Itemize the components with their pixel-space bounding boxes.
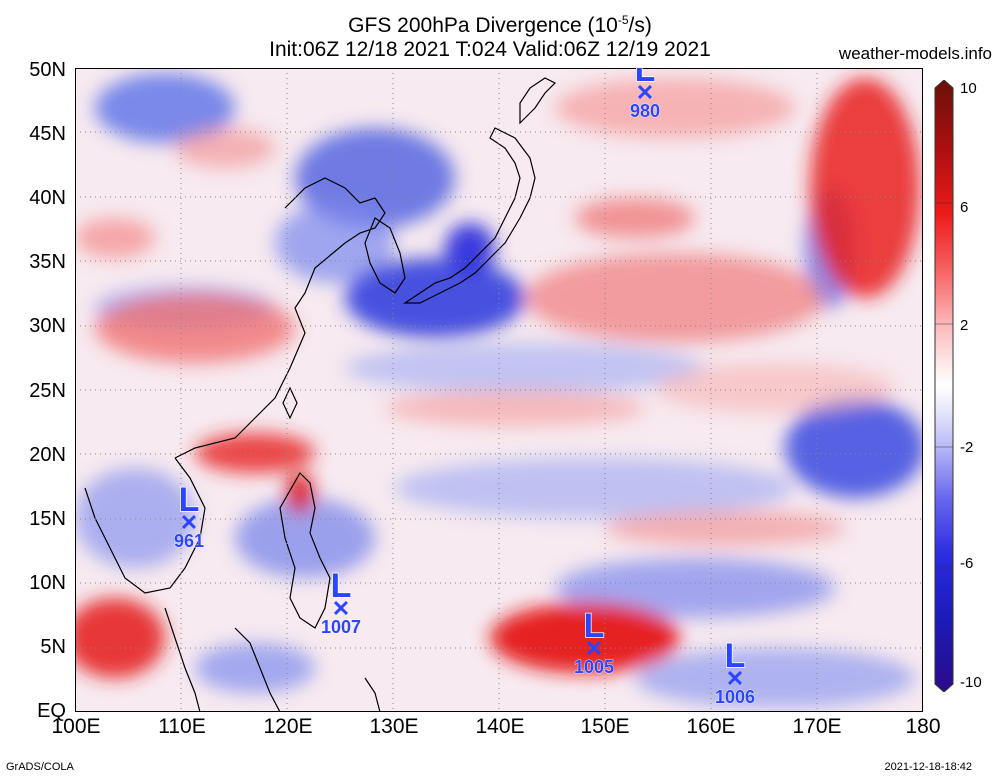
lat-label: 15N	[29, 508, 66, 530]
lat-label: 25N	[29, 380, 66, 402]
low-center-icon: ✕	[331, 596, 351, 621]
coastlines	[84, 77, 557, 712]
lon-label: 110E	[158, 715, 206, 738]
lon-label: 130E	[369, 715, 419, 738]
lat-label: 5N	[40, 636, 66, 658]
lat-label: 45N	[29, 123, 66, 145]
colorbar-label: -6	[960, 555, 974, 572]
colorbar-label: -2	[960, 439, 974, 456]
lon-label: 100E	[51, 715, 101, 738]
colorbar-label: -10	[960, 674, 982, 691]
lon-label: 140E	[475, 715, 525, 738]
lat-label: 50N	[29, 59, 66, 81]
lon-label: 160E	[686, 715, 736, 738]
footer-timestamp: 2021-12-18-18:42	[884, 761, 972, 773]
colorbar-label: 2	[960, 317, 969, 334]
colorbar-label: 10	[960, 80, 977, 97]
low-center-icon: ✕	[635, 80, 655, 105]
site-label: weather-models.info	[838, 44, 992, 63]
lat-label: EQ	[37, 700, 66, 722]
low-pressure-marker: L ✕ 1006	[707, 638, 763, 706]
low-pressure-marker: L ✕ 1005	[566, 608, 622, 676]
lat-label: 40N	[29, 187, 66, 209]
map-subtitle: Init:06Z 12/18 2021 T:024 Valid:06Z 12/1…	[269, 38, 711, 61]
divergence-map: L ✕ 980 L ✕ 961 L ✕ 1007 L ✕ 1005 L ✕ 1006	[75, 68, 923, 712]
lat-label: 10N	[29, 572, 66, 594]
low-pressure-marker: L ✕ 961	[167, 482, 211, 550]
lon-label: 180	[905, 715, 941, 738]
low-pressure-marker: L ✕ 980	[623, 68, 667, 120]
low-center-icon: ✕	[725, 666, 745, 691]
colorbar	[934, 80, 954, 692]
lat-label: 20N	[29, 444, 66, 466]
footer-source: GrADS/COLA	[6, 761, 74, 773]
lon-label: 150E	[580, 715, 630, 738]
low-center-icon: ✕	[584, 636, 604, 661]
lat-label: 30N	[29, 315, 66, 337]
divergence-field	[75, 73, 923, 708]
lon-label: 120E	[263, 715, 313, 738]
low-center-icon: ✕	[179, 510, 199, 535]
lon-label: 170E	[792, 715, 842, 738]
lat-label: 35N	[29, 251, 66, 273]
map-title: GFS 200hPa Divergence (10-5/s)	[348, 13, 652, 37]
colorbar-label: 6	[960, 199, 969, 216]
low-pressure-marker: L ✕ 1007	[313, 568, 369, 636]
